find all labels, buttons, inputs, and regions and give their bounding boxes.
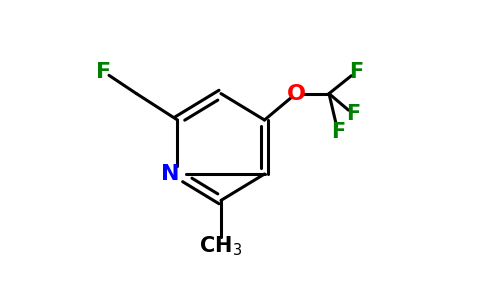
Text: CH$_3$: CH$_3$: [199, 234, 242, 258]
Text: O: O: [287, 84, 305, 103]
Text: F: F: [349, 62, 363, 82]
Text: F: F: [96, 62, 112, 82]
Text: F: F: [346, 104, 360, 124]
Text: N: N: [161, 164, 179, 184]
Text: F: F: [331, 122, 345, 142]
